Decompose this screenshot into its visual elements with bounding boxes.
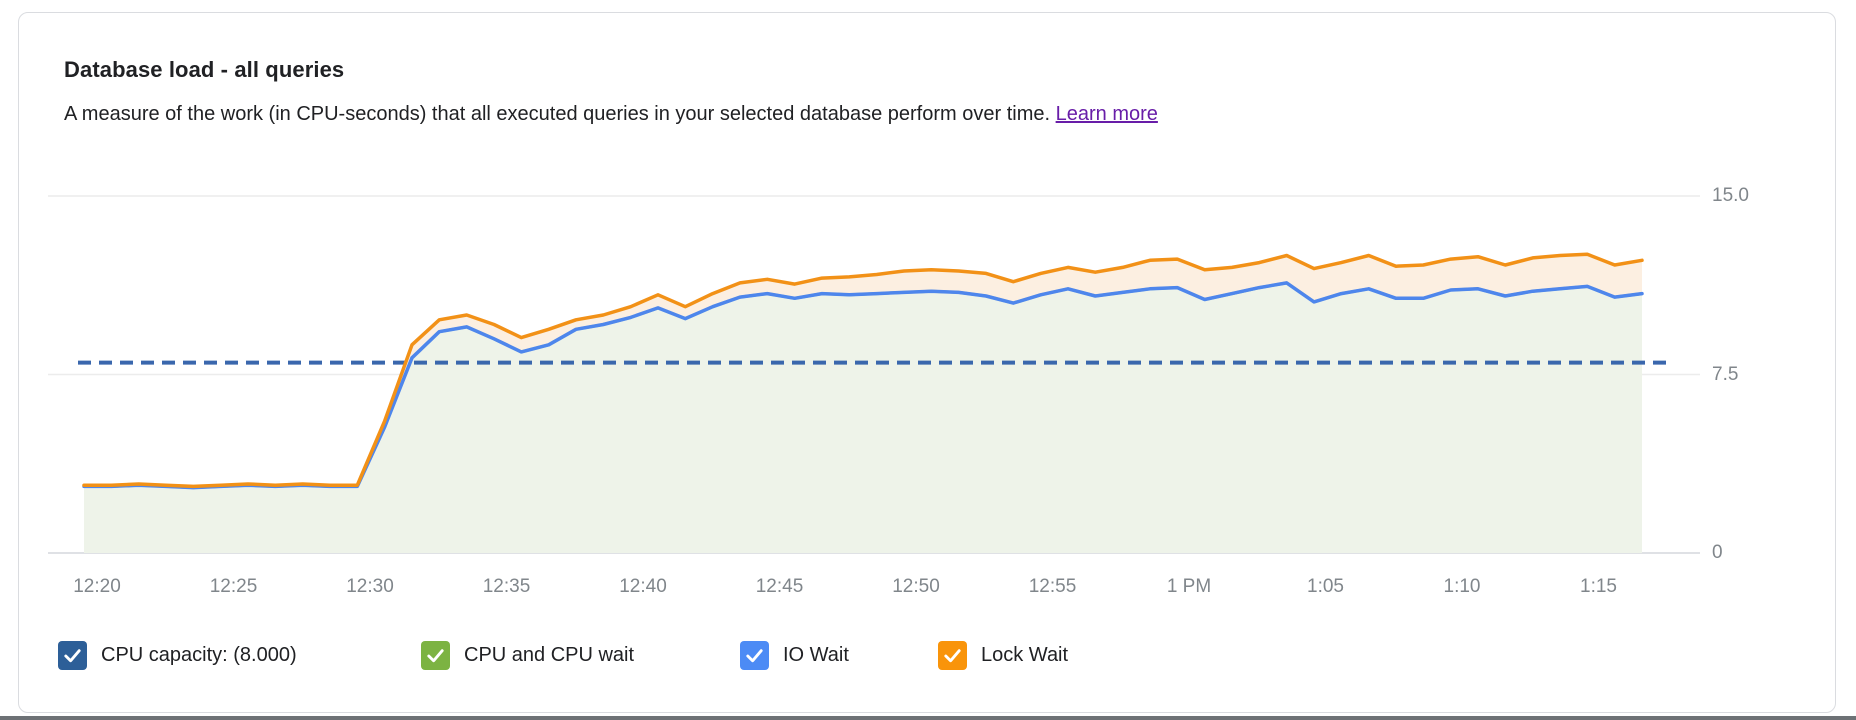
legend-label: Lock Wait xyxy=(981,644,1069,666)
legend-label: CPU and CPU wait xyxy=(464,644,635,666)
chart-title: Database load - all queries xyxy=(64,57,345,82)
checkbox-checked-icon[interactable] xyxy=(740,641,769,670)
learn-more-link[interactable]: Learn more xyxy=(1055,103,1158,125)
checkbox-checked-icon[interactable] xyxy=(58,641,87,670)
checkbox-checked-icon[interactable] xyxy=(938,641,967,670)
legend-item-cpu-capacity[interactable]: CPU capacity: (8.000) xyxy=(58,641,297,670)
checkbox-checked-icon[interactable] xyxy=(421,641,450,670)
legend-label: CPU capacity: (8.000) xyxy=(101,644,297,666)
legend-item-lock-wait[interactable]: Lock Wait xyxy=(938,641,1068,670)
bottom-divider xyxy=(0,716,1856,720)
legend-item-io-wait[interactable]: IO Wait xyxy=(740,641,849,670)
chart-subtitle: A measure of the work (in CPU-seconds) t… xyxy=(64,103,1158,126)
chart-subtitle-text: A measure of the work (in CPU-seconds) t… xyxy=(64,103,1051,125)
legend-label: IO Wait xyxy=(783,644,849,666)
legend-item-cpu-and-cpu-wait[interactable]: CPU and CPU wait xyxy=(421,641,634,670)
